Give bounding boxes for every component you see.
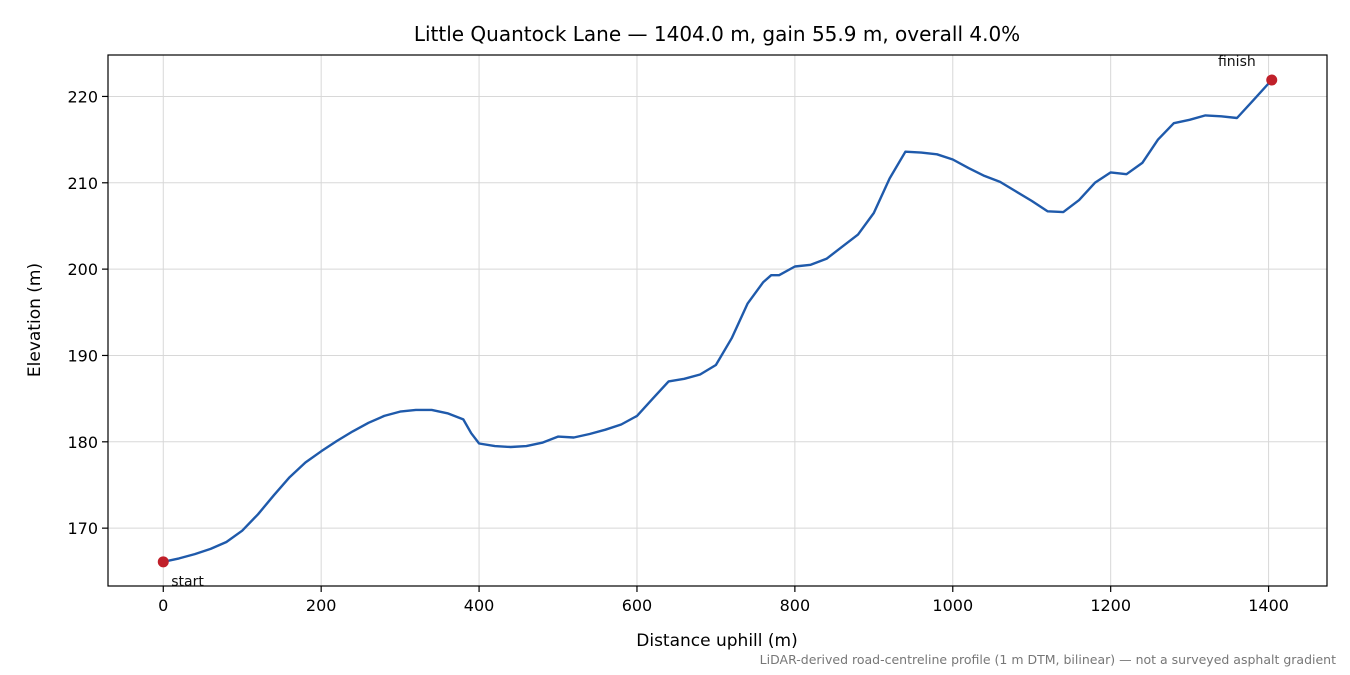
- start-annotation: start: [171, 574, 204, 590]
- elevation-series-line: [163, 79, 1273, 563]
- grid-lines: [108, 55, 1327, 586]
- y-tick-label: 210: [67, 174, 98, 193]
- axis-ticks: 0 200 400 600 800 1000 1200 1400 170 180 190 200 210…: [67, 87, 1288, 615]
- y-tick-label: 220: [67, 87, 98, 106]
- x-axis-label: Distance uphill (m): [636, 631, 797, 651]
- x-tick-label: 1200: [1090, 596, 1131, 615]
- x-tick-label: 1000: [932, 596, 973, 615]
- plot-frame: [107, 54, 1328, 587]
- x-tick-label: 600: [622, 596, 653, 615]
- x-tick-label: 1400: [1248, 596, 1289, 615]
- chart-title: Little Quantock Lane — 1404.0 m, gain 55…: [414, 22, 1020, 46]
- finish-marker: [1266, 74, 1278, 86]
- x-tick-label: 0: [158, 596, 168, 615]
- x-tick-label: 800: [780, 596, 811, 615]
- y-tick-label: 200: [67, 260, 98, 279]
- y-tick-label: 190: [67, 346, 98, 365]
- x-tick-label: 200: [306, 596, 337, 615]
- finish-annotation: finish: [1218, 54, 1256, 70]
- x-tick-label: 400: [464, 596, 495, 615]
- start-marker: [157, 556, 169, 568]
- endpoint-markers: start finish: [157, 54, 1278, 590]
- y-axis-label: Elevation (m): [25, 263, 45, 377]
- y-tick-label: 180: [67, 433, 98, 452]
- y-tick-label: 170: [67, 519, 98, 538]
- chart-footnote: LiDAR-derived road-centreline profile (1…: [760, 652, 1336, 667]
